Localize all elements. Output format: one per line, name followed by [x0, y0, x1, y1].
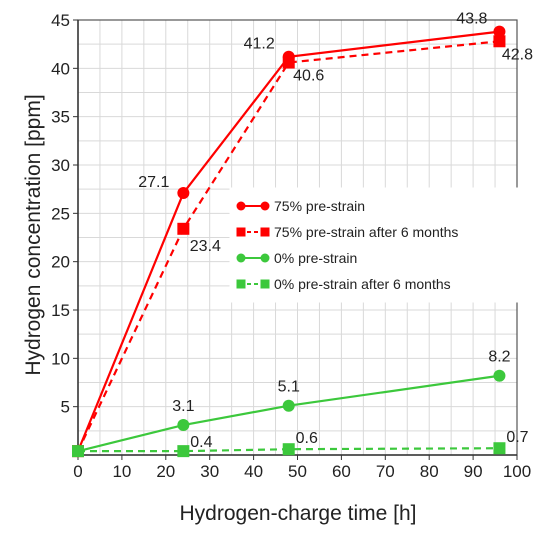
legend-marker [260, 227, 270, 237]
y-tick-label: 25 [51, 204, 70, 223]
x-tick-label: 70 [376, 462, 395, 481]
y-tick-label: 35 [51, 108, 70, 127]
tick-labels: 0 10 20 30 40 50 60 70 80 90 100 5 10 15 20 25 30 35 40 45 [51, 11, 531, 481]
data-label: 0.4 [190, 434, 212, 451]
data-label: 43.8 [456, 11, 487, 28]
data-label: 0.6 [296, 430, 318, 447]
legend-entry: 0% pre-strain after 6 months [274, 276, 451, 292]
series-line-1 [76, 30, 500, 452]
series-4-point [72, 445, 84, 458]
data-label: 5.1 [278, 379, 300, 396]
data-label: 42.8 [502, 46, 533, 63]
x-tick-label: 30 [200, 462, 219, 481]
legend-marker [260, 201, 270, 211]
series-2-point [493, 35, 506, 48]
y-tick-label: 10 [51, 349, 70, 368]
series-4-point [177, 445, 190, 458]
series-2-point [177, 222, 190, 235]
x-tick-label: 80 [420, 462, 439, 481]
series-line-3 [77, 374, 500, 453]
y-axis-label: Hydrogen concentration [ppm] [22, 94, 45, 375]
legend-entry: 0% pre-strain [274, 250, 357, 266]
data-label: 23.4 [190, 238, 221, 255]
y-tick-label: 5 [61, 398, 70, 417]
x-tick-label: 90 [464, 462, 483, 481]
legend-marker [260, 279, 270, 289]
x-tick-label: 50 [288, 462, 307, 481]
legend-entry: 75% pre-strain after 6 months [274, 224, 458, 240]
series-3-point [493, 369, 506, 382]
data-label: 27.1 [138, 174, 169, 191]
legend-marker [236, 227, 246, 237]
x-tick-label: 20 [156, 462, 175, 481]
series-group [76, 30, 500, 453]
series-line-4 [78, 447, 500, 453]
x-tick-label: 40 [244, 462, 263, 481]
x-tick-label: 0 [73, 462, 82, 481]
data-label: 40.6 [293, 68, 324, 85]
x-tick-label: 10 [112, 462, 131, 481]
data-labels: 27.1 41.2 43.8 23.4 40.6 42.8 3.1 5.1 8.2 0.4 0.6 0… [138, 11, 533, 452]
legend-marker [236, 253, 246, 263]
y-tick-label: 45 [51, 11, 70, 30]
legend-entry: 75% pre-strain [274, 198, 365, 214]
data-label: 3.1 [172, 398, 194, 415]
series-3-point [282, 399, 295, 412]
series-4-point [493, 442, 506, 455]
y-tick-label: 40 [51, 59, 70, 78]
series-3-point [177, 419, 190, 432]
series-4-point [282, 443, 295, 456]
y-tick-label: 15 [51, 301, 70, 320]
legend-box [229, 187, 531, 303]
legend-marker [236, 201, 246, 211]
series-line-2 [77, 40, 500, 452]
data-points [72, 25, 506, 458]
data-label: 41.2 [244, 36, 275, 53]
y-tick-label: 30 [51, 156, 70, 175]
data-label: 8.2 [488, 349, 510, 366]
x-axis-label: Hydrogen-charge time [h] [180, 502, 417, 525]
series-1-point [493, 25, 506, 38]
legend: 75% pre-strain 75% pre-strain after 6 mon… [229, 187, 531, 303]
y-tick-label: 20 [51, 253, 70, 272]
legend-marker [236, 279, 246, 289]
series-2-point [282, 56, 295, 69]
series-1-point [177, 187, 190, 200]
legend-marker [260, 253, 270, 263]
x-tick-label: 60 [332, 462, 351, 481]
x-tick-label: 100 [503, 462, 531, 481]
data-label: 0.7 [506, 429, 528, 446]
